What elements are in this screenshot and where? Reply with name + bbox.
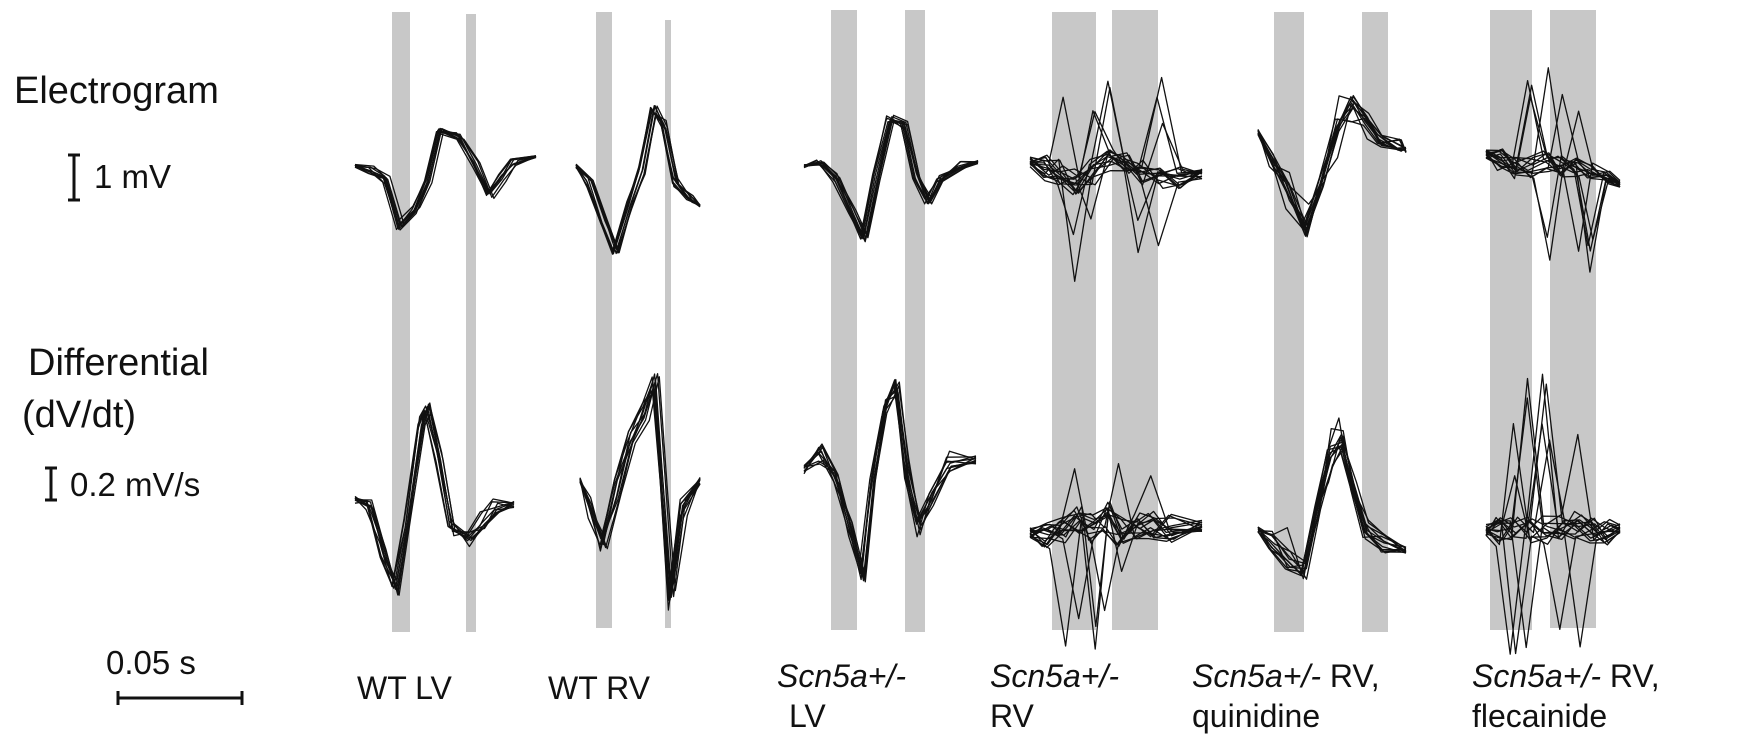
trace-wt-rv-differential-8 [579, 379, 701, 594]
trace-scn-rv-quinidine-electrogram-5 [1257, 95, 1407, 236]
time-scale-bar [116, 691, 244, 705]
panel-label-italic: Scn5a+/- [777, 658, 906, 694]
shaded-band-wt-lv-1 [392, 12, 410, 632]
electrogram-scale-label: 1 mV [94, 158, 172, 195]
electrogram-row-label: Electrogram [14, 70, 219, 112]
trace-scn-rv-electrogram-15 [1029, 149, 1203, 220]
trace-scn-rv-quinidine-differential-12 [1257, 435, 1407, 563]
trace-scn-rv-flecainide-differential-16 [1485, 383, 1621, 544]
differential-scale-label: 0.2 mV/s [70, 466, 201, 503]
panel-label-wt-rv: WT RV [548, 668, 650, 708]
shaded-band-wt-lv-2 [466, 14, 476, 632]
trace-scn-rv-electrogram-12 [1029, 111, 1203, 190]
trace-wt-rv-electrogram-1 [575, 105, 701, 255]
panel-label-italic: Scn5a+/- [1472, 658, 1601, 694]
electrogram-scale-bar [68, 153, 80, 202]
trace-scn-rv-quinidine-differential-9 [1257, 445, 1407, 575]
trace-scn-rv-flecainide-electrogram-11 [1485, 153, 1621, 273]
trace-scn-lv-differential-6 [803, 389, 977, 582]
trace-scn-rv-differential-12 [1029, 507, 1203, 620]
panel-label-italic: Scn5a+/- [1192, 658, 1321, 694]
trace-scn-lv-electrogram-9 [803, 120, 979, 239]
trace-scn-rv-quinidine-differential-1 [1257, 427, 1407, 565]
trace-scn-rv-electrogram-16 [1029, 162, 1203, 195]
shaded-band-scn-rv-quinidine-1 [1274, 12, 1304, 632]
trace-wt-rv-electrogram-2 [575, 108, 701, 252]
trace-wt-lv-electrogram-9 [354, 128, 537, 226]
trace-scn-lv-differential-10 [803, 379, 977, 572]
trace-wt-rv-electrogram-7 [575, 104, 701, 250]
panel-label-scn-rv: Scn5a+/- RV [990, 656, 1119, 736]
trace-wt-rv-differential-7 [579, 389, 701, 611]
shaded-band-scn-rv-flecainide-2 [1550, 10, 1596, 628]
panel-label-italic: Scn5a+/- [990, 658, 1119, 694]
panel-label-rest: WT LV [357, 670, 452, 706]
trace-scn-lv-differential-8 [803, 382, 977, 581]
dvdt-row-label: (dV/dt) [22, 394, 137, 436]
trace-wt-rv-electrogram-4 [575, 105, 701, 254]
panel-label-wt-lv: WT LV [357, 668, 452, 708]
shaded-band-wt-rv-2 [665, 20, 671, 628]
panel-label-line2: quinidine [1192, 698, 1321, 734]
trace-wt-lv-electrogram-8 [354, 127, 537, 228]
panel-label-rest: WT RV [548, 670, 650, 706]
trace-wt-lv-electrogram-4 [354, 131, 537, 227]
trace-scn-lv-differential-4 [803, 380, 977, 575]
trace-wt-lv-electrogram-10 [354, 129, 537, 230]
trace-scn-lv-differential-2 [803, 378, 977, 575]
trace-scn-rv-electrogram-14 [1029, 122, 1203, 194]
trace-scn-rv-quinidine-differential-11 [1257, 446, 1407, 580]
trace-scn-lv-differential-5 [803, 394, 977, 578]
trace-scn-rv-differential-16 [1029, 513, 1203, 537]
trace-scn-lv-electrogram-3 [803, 121, 979, 240]
panel-label-rest: RV, [1320, 658, 1380, 694]
panel-label-line2: LV [789, 698, 826, 734]
trace-group [354, 67, 1621, 655]
differential-row-label: Differential [28, 342, 209, 384]
trace-wt-lv-electrogram-3 [354, 127, 537, 231]
trace-wt-lv-differential-8 [354, 403, 515, 592]
trace-scn-lv-differential-7 [803, 381, 977, 583]
trace-scn-rv-differential-15 [1029, 501, 1203, 539]
trace-wt-lv-differential-6 [354, 403, 515, 581]
trace-scn-rv-flecainide-differential-15 [1485, 397, 1621, 535]
trace-scn-rv-flecainide-differential-11 [1485, 377, 1621, 541]
trace-wt-rv-differential-10 [579, 379, 701, 601]
trace-wt-lv-electrogram-6 [354, 129, 537, 229]
trace-scn-rv-flecainide-electrogram-9 [1485, 152, 1621, 252]
panel-label-line2: flecainide [1472, 698, 1608, 734]
trace-scn-rv-differential-11 [1029, 509, 1203, 647]
shaded-band-wt-rv-1 [596, 12, 612, 628]
trace-scn-rv-quinidine-electrogram-8 [1257, 98, 1407, 231]
trace-scn-rv-flecainide-differential-14 [1485, 423, 1621, 544]
trace-scn-lv-electrogram-10 [803, 121, 979, 240]
differential-scale-bar [45, 466, 57, 502]
trace-scn-rv-flecainide-electrogram-15 [1485, 67, 1621, 186]
trace-scn-lv-electrogram-8 [803, 118, 979, 241]
trace-scn-lv-electrogram-6 [803, 120, 979, 243]
trace-scn-lv-differential-1 [803, 384, 977, 563]
panel-label-scn-rv-flecainide: Scn5a+/- RV, flecainide [1472, 656, 1660, 736]
trace-scn-rv-flecainide-electrogram-16 [1485, 150, 1621, 186]
trace-scn-rv-electrogram-13 [1029, 154, 1203, 247]
trace-wt-rv-electrogram-5 [575, 112, 701, 254]
trace-scn-rv-quinidine-electrogram-12 [1257, 117, 1407, 237]
trace-wt-rv-electrogram-10 [575, 110, 701, 253]
shaded-intervals [392, 10, 1596, 632]
trace-scn-lv-differential-9 [803, 385, 977, 579]
shaded-band-scn-lv-2 [905, 10, 925, 632]
panel-label-rest: RV, [1600, 658, 1660, 694]
trace-scn-lv-differential-3 [803, 391, 977, 573]
trace-wt-lv-electrogram-5 [354, 131, 537, 231]
panel-label-scn-rv-quinidine: Scn5a+/- RV, quinidine [1192, 656, 1380, 736]
trace-scn-rv-flecainide-differential-12 [1485, 373, 1621, 544]
panel-label-scn-lv: Scn5a+/- LV [777, 656, 906, 736]
scale-bars [45, 153, 244, 705]
trace-scn-rv-flecainide-electrogram-12 [1485, 157, 1621, 261]
time-scale-label: 0.05 s [106, 644, 196, 681]
trace-wt-rv-electrogram-9 [575, 108, 701, 251]
trace-wt-lv-differential-10 [354, 408, 515, 588]
panel-label-line2: RV [990, 698, 1034, 734]
